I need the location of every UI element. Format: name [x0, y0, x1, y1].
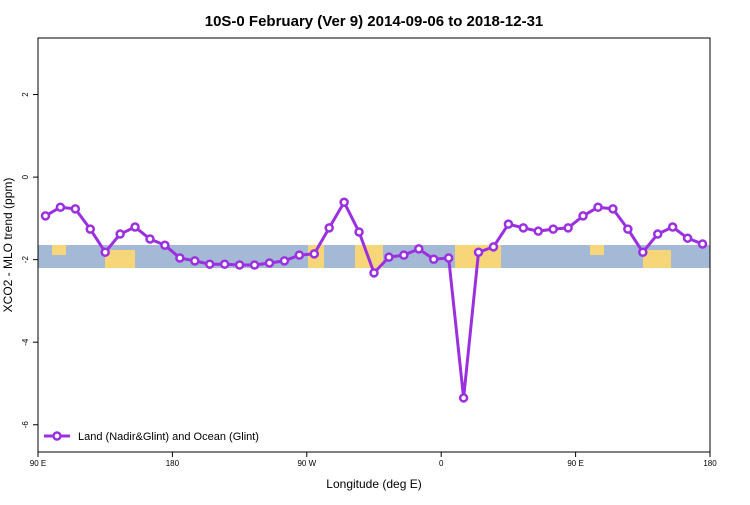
data-point	[85, 224, 96, 234]
data-point	[473, 247, 484, 257]
x-tick-label: 90 W	[297, 459, 316, 468]
data-point	[384, 252, 394, 262]
y-tick-label: -6	[21, 421, 30, 429]
map-band	[38, 245, 710, 268]
y-tick-label: 2	[21, 92, 30, 97]
x-tick-label: 0	[439, 459, 444, 468]
data-point	[652, 229, 663, 239]
data-point	[682, 233, 693, 243]
data-point	[309, 249, 320, 259]
x-tick-label: 180	[703, 459, 717, 468]
plot-frame	[37, 37, 711, 453]
data-point	[160, 240, 170, 250]
x-axis-label: Longitude (deg E)	[326, 477, 421, 491]
data-point	[145, 234, 155, 244]
data-point	[548, 224, 558, 234]
data-point	[533, 226, 544, 236]
data-point	[175, 253, 185, 263]
data-point	[503, 219, 514, 229]
data-point	[697, 239, 708, 249]
data-point	[339, 197, 349, 208]
data-point	[428, 254, 439, 264]
data-point	[414, 244, 424, 254]
data-point	[249, 260, 260, 270]
data-point	[638, 247, 648, 257]
data-point	[369, 268, 379, 278]
data-point	[55, 202, 66, 212]
data-point	[324, 223, 334, 233]
chart-title: 10S-0 February (Ver 9) 2014-09-06 to 201…	[205, 13, 544, 30]
y-tick-label: 0	[21, 174, 30, 179]
data-point	[563, 223, 573, 233]
y-tick-label: -4	[21, 338, 30, 346]
data-point	[488, 242, 499, 252]
data-point	[399, 250, 409, 260]
data-point	[458, 393, 469, 403]
data-point	[70, 204, 81, 214]
data-point	[130, 222, 140, 232]
data-point	[219, 259, 230, 269]
data-point	[593, 202, 603, 212]
legend-marker	[52, 431, 62, 441]
data-point	[443, 253, 454, 263]
y-tick-label: -2	[21, 256, 30, 264]
legend-label: Land (Nadir&Glint) and Ocean (Glint)	[78, 431, 259, 443]
y-axis-label: XCO2 - MLO trend (ppm)	[1, 178, 15, 313]
data-point	[190, 256, 200, 266]
series-line	[44, 199, 704, 399]
data-point	[234, 260, 245, 270]
x-tick-label: 90 E	[567, 459, 583, 468]
data-point	[608, 204, 618, 214]
data-point	[115, 229, 125, 239]
data-point	[100, 247, 110, 257]
data-point	[294, 250, 305, 260]
x-tick-label: 90 E	[30, 459, 46, 468]
data-point	[667, 222, 678, 232]
data-point	[623, 224, 633, 234]
data-point	[578, 211, 588, 221]
data-point	[279, 256, 290, 266]
x-tick-label: 180	[166, 459, 180, 468]
data-point	[204, 259, 215, 269]
data-point	[518, 223, 529, 233]
data-point	[40, 211, 51, 221]
data-point	[264, 258, 275, 268]
data-point	[354, 227, 364, 237]
